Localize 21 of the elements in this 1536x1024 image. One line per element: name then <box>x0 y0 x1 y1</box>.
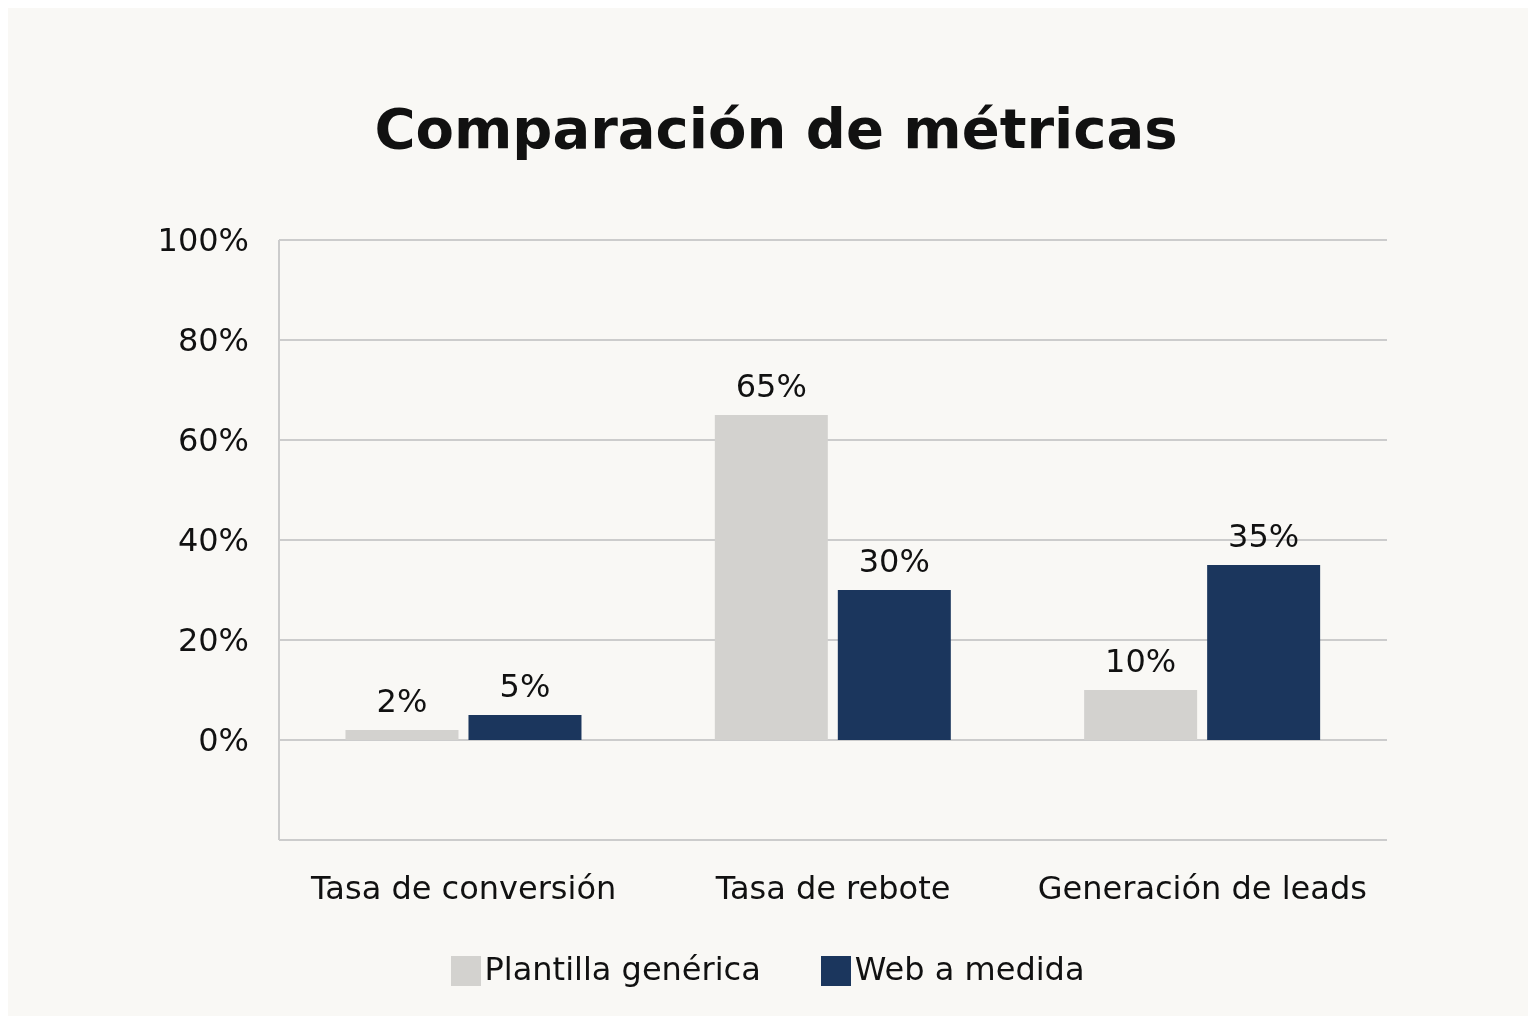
x-tick-label: Generación de leads <box>1037 868 1367 907</box>
x-tick-label: Tasa de conversión <box>310 868 617 907</box>
bar <box>468 715 582 740</box>
y-tick-label: 60% <box>177 421 249 460</box>
data-label: 65% <box>735 367 807 405</box>
bar <box>1207 565 1321 740</box>
chart-title: Comparación de métricas <box>373 96 1179 161</box>
data-label: 30% <box>858 542 930 580</box>
y-tick-label: 80% <box>177 321 249 360</box>
legend-label: Plantilla genérica <box>484 950 761 988</box>
y-tick-label: 20% <box>177 621 249 660</box>
bar <box>837 590 951 740</box>
data-label: 2% <box>376 682 428 720</box>
y-tick-label: 40% <box>177 521 249 560</box>
x-tick-label: Tasa de rebote <box>714 868 951 907</box>
data-label: 35% <box>1228 517 1300 555</box>
data-label: 10% <box>1105 642 1177 680</box>
y-tick-label: 0% <box>198 721 249 760</box>
data-label: 5% <box>499 667 551 705</box>
y-tick-label: 100% <box>157 221 249 260</box>
legend-label: Web a medida <box>854 950 1085 988</box>
